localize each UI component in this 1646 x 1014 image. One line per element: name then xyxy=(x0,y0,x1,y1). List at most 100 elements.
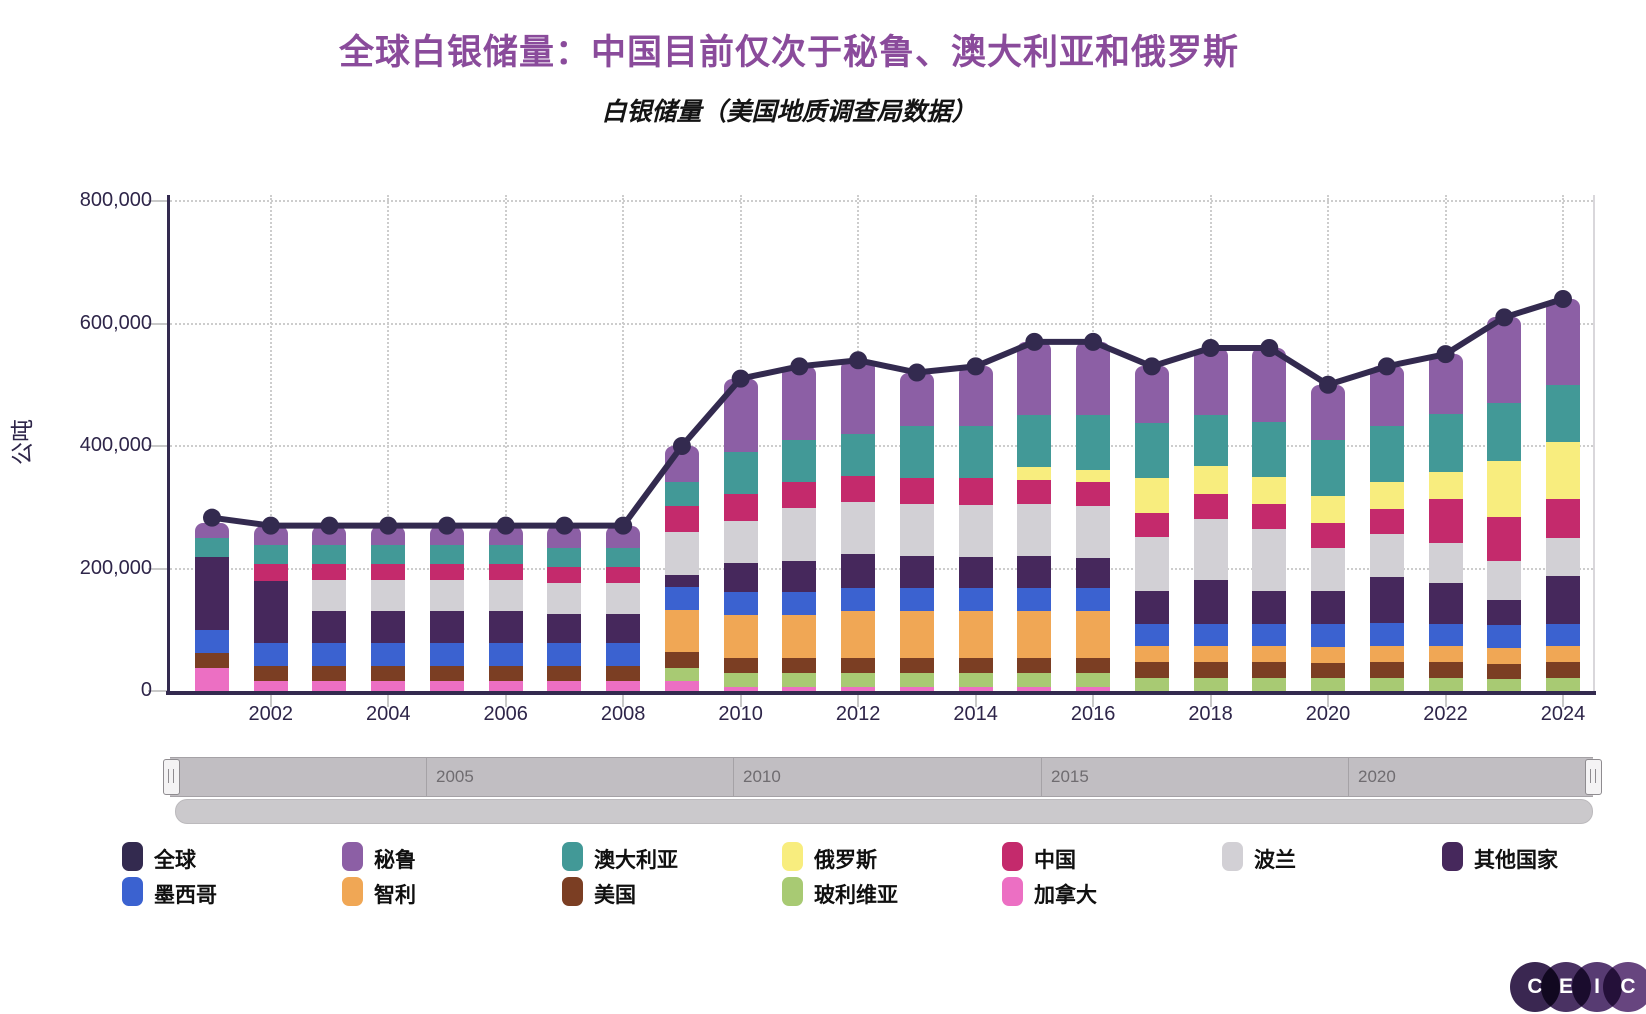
bar-segment-2001-canada[interactable] xyxy=(195,668,229,691)
bar-segment-2019-usa[interactable] xyxy=(1252,662,1287,678)
legend-item-poland[interactable]: 波兰 xyxy=(1222,842,1422,872)
bar-segment-2011-usa[interactable] xyxy=(782,657,817,674)
bar-segment-2020-australia[interactable] xyxy=(1311,440,1346,496)
bar-segment-2008-peru[interactable] xyxy=(606,525,641,548)
bar-segment-2011-canada[interactable] xyxy=(782,686,817,691)
bar-segment-2020-usa[interactable] xyxy=(1311,662,1346,678)
bar-segment-2022-bolivia[interactable] xyxy=(1428,677,1463,691)
bar-segment-2002-others[interactable] xyxy=(253,581,288,644)
bar-segment-2018-peru[interactable] xyxy=(1193,348,1228,416)
bar-segment-2001-australia[interactable] xyxy=(195,538,229,558)
bar-segment-2017-china[interactable] xyxy=(1134,512,1169,537)
bar-segment-2016-chile[interactable] xyxy=(1076,610,1111,658)
bar-segment-2006-poland[interactable] xyxy=(488,579,523,611)
bar-segment-2010-usa[interactable] xyxy=(723,657,758,674)
bar-segment-2001-usa[interactable] xyxy=(195,653,229,669)
bar-segment-2008-china[interactable] xyxy=(606,566,641,583)
bar-segment-2015-chile[interactable] xyxy=(1017,610,1052,658)
bar-segment-2007-peru[interactable] xyxy=(547,525,582,548)
bar-segment-2008-poland[interactable] xyxy=(606,582,641,614)
bar-segment-2003-canada[interactable] xyxy=(312,681,347,691)
bar-segment-2015-poland[interactable] xyxy=(1017,503,1052,556)
bar-segment-2022-usa[interactable] xyxy=(1428,662,1463,678)
navigator-band[interactable]: 2005 2010 2015 2020 xyxy=(170,757,1593,797)
bar-segment-2005-usa[interactable] xyxy=(429,665,464,682)
bar-segment-2014-china[interactable] xyxy=(958,478,993,505)
bar-segment-2016-china[interactable] xyxy=(1076,482,1111,506)
bar-segment-2016-others[interactable] xyxy=(1076,558,1111,589)
bar-segment-2015-mexico[interactable] xyxy=(1017,588,1052,611)
bar-segment-2019-chile[interactable] xyxy=(1252,646,1287,663)
bar-segment-2020-china[interactable] xyxy=(1311,523,1346,549)
bar-segment-2017-chile[interactable] xyxy=(1134,646,1169,663)
bar-segment-2010-australia[interactable] xyxy=(723,452,758,495)
bar-segment-2014-canada[interactable] xyxy=(958,686,993,691)
line-point-2013[interactable] xyxy=(907,363,926,382)
line-point-2020[interactable] xyxy=(1319,375,1338,394)
bar-segment-2012-canada[interactable] xyxy=(841,686,876,691)
bar-segment-2001-mexico[interactable] xyxy=(195,630,229,654)
bar-segment-2003-others[interactable] xyxy=(312,610,347,644)
bar-segment-2023-usa[interactable] xyxy=(1487,664,1522,680)
bar-segment-2024-usa[interactable] xyxy=(1545,662,1580,678)
bar-segment-2022-peru[interactable] xyxy=(1428,354,1463,415)
navigator-right-handle[interactable] xyxy=(1585,759,1602,795)
bar-segment-2004-usa[interactable] xyxy=(371,665,406,682)
bar-segment-2021-australia[interactable] xyxy=(1369,426,1404,482)
bar-segment-2006-china[interactable] xyxy=(488,563,523,580)
bar-segment-2004-poland[interactable] xyxy=(371,579,406,611)
bar-segment-2018-australia[interactable] xyxy=(1193,415,1228,467)
bar-segment-2002-china[interactable] xyxy=(253,563,288,582)
bar-segment-2012-bolivia[interactable] xyxy=(841,673,876,687)
bar-segment-2004-mexico[interactable] xyxy=(371,643,406,666)
bar-segment-2006-mexico[interactable] xyxy=(488,643,523,666)
bar-segment-2018-mexico[interactable] xyxy=(1193,623,1228,647)
bar-segment-2005-poland[interactable] xyxy=(429,579,464,611)
bar-segment-2005-others[interactable] xyxy=(429,610,464,644)
line-point-2010[interactable] xyxy=(731,369,750,388)
bar-segment-2022-australia[interactable] xyxy=(1428,414,1463,472)
line-point-2007[interactable] xyxy=(555,516,574,535)
bar-segment-2012-others[interactable] xyxy=(841,554,876,589)
line-point-2015[interactable] xyxy=(1025,332,1044,351)
bar-segment-2021-china[interactable] xyxy=(1369,509,1404,535)
bar-segment-2004-others[interactable] xyxy=(371,610,406,644)
legend-item-global[interactable]: 全球 xyxy=(122,842,322,872)
bar-segment-2012-mexico[interactable] xyxy=(841,588,876,611)
bar-segment-2012-peru[interactable] xyxy=(841,360,876,434)
line-point-2001[interactable] xyxy=(203,508,221,527)
legend-item-russia[interactable]: 俄罗斯 xyxy=(782,842,982,872)
bar-segment-2018-bolivia[interactable] xyxy=(1193,677,1228,691)
bar-segment-2021-bolivia[interactable] xyxy=(1369,677,1404,691)
line-point-2011[interactable] xyxy=(790,357,809,376)
bar-segment-2013-chile[interactable] xyxy=(899,610,934,658)
line-point-2021[interactable] xyxy=(1377,357,1396,376)
legend-item-chile[interactable]: 智利 xyxy=(342,877,542,907)
bar-segment-2003-usa[interactable] xyxy=(312,665,347,682)
bar-segment-2015-australia[interactable] xyxy=(1017,415,1052,468)
bar-segment-2003-peru[interactable] xyxy=(312,525,347,545)
bar-segment-2008-canada[interactable] xyxy=(606,681,641,691)
bar-segment-2017-peru[interactable] xyxy=(1134,366,1169,424)
line-point-2017[interactable] xyxy=(1142,357,1161,376)
bar-segment-2004-china[interactable] xyxy=(371,563,406,580)
bar-segment-2024-mexico[interactable] xyxy=(1545,623,1580,647)
bar-segment-2009-mexico[interactable] xyxy=(664,586,699,610)
bar-segment-2013-bolivia[interactable] xyxy=(899,673,934,687)
line-point-2009[interactable] xyxy=(672,437,691,455)
bar-segment-2024-bolivia[interactable] xyxy=(1545,677,1580,691)
bar-segment-2018-usa[interactable] xyxy=(1193,662,1228,678)
bar-segment-2012-usa[interactable] xyxy=(841,657,876,674)
legend-item-peru[interactable]: 秘鲁 xyxy=(342,842,542,872)
bar-segment-2020-mexico[interactable] xyxy=(1311,624,1346,647)
bar-segment-2008-others[interactable] xyxy=(606,613,641,644)
bar-segment-2010-bolivia[interactable] xyxy=(723,673,758,687)
bar-segment-2010-mexico[interactable] xyxy=(723,592,758,616)
bar-segment-2009-chile[interactable] xyxy=(664,609,699,653)
bar-segment-2014-australia[interactable] xyxy=(958,426,993,479)
bar-segment-2023-others[interactable] xyxy=(1487,599,1522,626)
bar-segment-2024-china[interactable] xyxy=(1545,498,1580,538)
line-point-2003[interactable] xyxy=(320,516,339,535)
bar-segment-2015-peru[interactable] xyxy=(1017,341,1052,416)
bar-segment-2021-russia[interactable] xyxy=(1369,481,1404,510)
